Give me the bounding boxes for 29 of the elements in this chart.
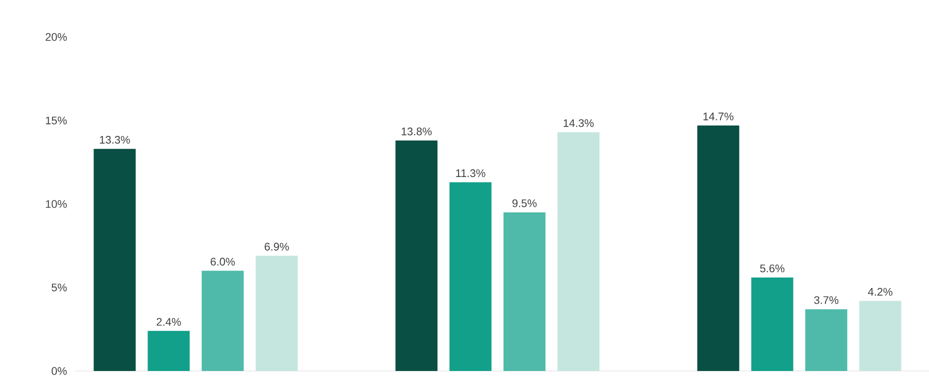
data-label: 5.6% [760, 264, 784, 272]
y-tick-label: 5% [52, 284, 67, 292]
y-tick-label: 15% [46, 116, 67, 124]
data-label: 9.5% [512, 199, 537, 208]
bar [148, 330, 190, 371]
bar [395, 140, 438, 371]
bar [805, 309, 848, 371]
data-label: 14.7% [704, 112, 734, 120]
bar [449, 182, 492, 371]
bar [859, 300, 902, 371]
data-label: 14.3% [564, 119, 594, 127]
y-tick-label: 0% [52, 367, 67, 375]
bar [202, 270, 244, 371]
bar [557, 132, 600, 371]
y-tick-label: 20% [46, 33, 67, 41]
data-label: 2.4% [156, 318, 181, 326]
data-label: 13.3% [100, 136, 130, 144]
data-label: 3.7% [814, 296, 838, 304]
bar [751, 277, 794, 371]
data-label: 13.8% [402, 128, 432, 136]
bar [503, 212, 546, 371]
bar [697, 126, 740, 371]
y-tick-label: 10% [46, 200, 67, 208]
data-label: 6.9% [264, 242, 289, 251]
bar [256, 256, 298, 371]
bar [94, 148, 136, 371]
data-label: 6.0% [210, 258, 235, 266]
data-label: 4.2% [868, 288, 892, 296]
data-label: 11.3% [456, 169, 486, 178]
